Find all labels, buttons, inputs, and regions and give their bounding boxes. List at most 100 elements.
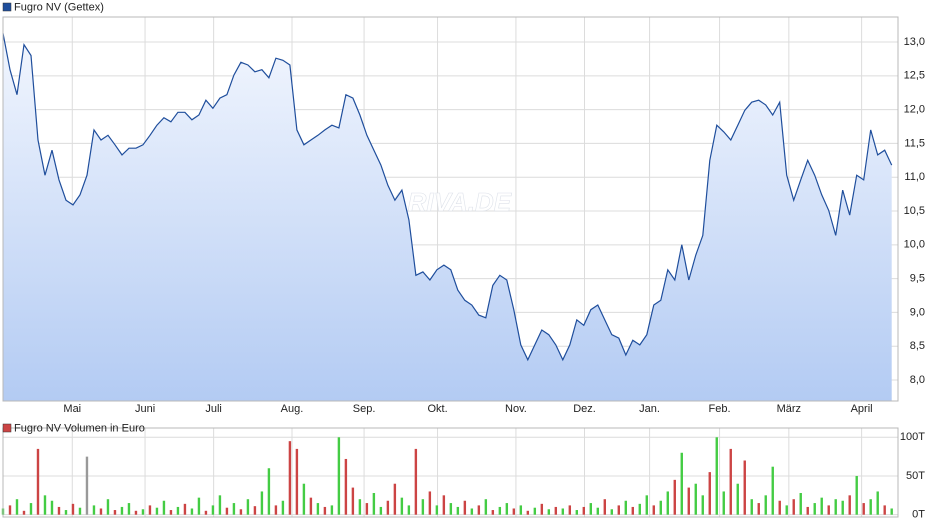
- x-tick-label: Jan.: [639, 403, 660, 415]
- volume-bar: [862, 503, 865, 515]
- volume-bar: [673, 479, 676, 515]
- volume-bar: [568, 505, 572, 515]
- volume-bar: [638, 503, 641, 515]
- x-tick-label: März: [777, 403, 801, 415]
- x-tick-label: Mai: [63, 403, 81, 415]
- volume-bar: [589, 503, 593, 515]
- volume-bar: [197, 497, 201, 515]
- volume-bar: [792, 499, 795, 515]
- volume-bar: [561, 508, 565, 515]
- volume-bar: [36, 448, 40, 515]
- y-tick-label: 50T: [906, 470, 925, 482]
- volume-bar: [806, 506, 809, 515]
- price-chart: ARIVA.DE 8,0 8,5 9,0 9,5 10,0 10,5 11,0 11,5 12,0…: [2, 1, 925, 415]
- volume-bar: [106, 499, 110, 515]
- y-tick-label: 8,5: [910, 340, 925, 352]
- y-tick-label: 13,0: [904, 36, 925, 48]
- volume-bar: [379, 506, 383, 515]
- y-tick-label: 12,5: [904, 70, 925, 82]
- volume-bar: [456, 506, 460, 515]
- x-tick-label: Juli: [205, 403, 222, 415]
- volume-bar: [407, 505, 411, 515]
- volume-bar: [526, 510, 530, 515]
- volume-bar: [393, 483, 397, 515]
- volume-bar: [127, 503, 131, 515]
- y-tick-label: 0T: [912, 509, 925, 521]
- volume-bar: [554, 506, 558, 515]
- x-tick-label: Juni: [135, 403, 155, 415]
- volume-bar: [883, 505, 886, 515]
- x-tick-label: Aug.: [281, 403, 304, 415]
- volume-bar: [113, 510, 117, 515]
- volume-bar: [575, 510, 579, 515]
- volume-bar: [477, 505, 481, 515]
- volume-bar: [463, 500, 467, 515]
- volume-bar: [253, 506, 257, 515]
- volume-bar: [246, 499, 250, 515]
- volume-chart: 0T 50T 100T Fugro NV Volumen in Euro: [1, 422, 925, 521]
- watermark: ARIVA.DE: [388, 187, 512, 217]
- volume-bar: [442, 495, 446, 515]
- volume-bar: [337, 437, 341, 515]
- volume-bar: [624, 500, 627, 515]
- volume-bar: [92, 505, 96, 515]
- volume-bar: [316, 503, 320, 515]
- volume-bar: [449, 503, 453, 515]
- volume-bar: [701, 495, 704, 515]
- volume-bar: [498, 506, 502, 515]
- volume-bar: [274, 505, 278, 515]
- volume-bar: [78, 507, 82, 515]
- volume-bar: [617, 505, 620, 515]
- volume-bar: [64, 510, 68, 515]
- volume-bar: [267, 468, 271, 515]
- volume-bar: [162, 500, 166, 515]
- volume-bar: [547, 509, 551, 515]
- volume-bar: [757, 503, 760, 515]
- x-tick-label: Nov.: [505, 403, 527, 415]
- volume-bar: [470, 508, 474, 515]
- volume-bar: [519, 505, 523, 515]
- volume-bar: [50, 500, 54, 515]
- volume-bar: [15, 499, 19, 515]
- volume-bar: [148, 505, 152, 515]
- volume-bar: [645, 495, 648, 515]
- volume-bar: [582, 506, 586, 515]
- volume-bar: [400, 497, 404, 515]
- volume-bar: [183, 503, 187, 515]
- plot-frame: [2, 16, 899, 402]
- plot-frame: [2, 427, 899, 518]
- volume-bar: [43, 495, 47, 515]
- volume-bar: [134, 510, 138, 515]
- volume-bar: [484, 499, 488, 515]
- volume-bar: [365, 503, 369, 515]
- y-tick-label: 8,0: [910, 374, 925, 386]
- volume-bar: [834, 499, 837, 515]
- volume-bar: [421, 499, 425, 515]
- volume-bar: [428, 491, 432, 515]
- volume-bar: [309, 497, 313, 515]
- volume-bar: [827, 505, 830, 515]
- volume-bar: [141, 509, 145, 515]
- volume-bar: [540, 503, 544, 515]
- volume-bar: [218, 495, 222, 515]
- x-tick-label: Okt.: [427, 403, 447, 415]
- volume-bar: [386, 500, 390, 515]
- y-tick-label: 100T: [900, 431, 925, 443]
- volume-bar: [680, 452, 683, 515]
- volume-bar: [631, 506, 634, 515]
- x-tick-label: Dez.: [573, 403, 596, 415]
- volume-bar: [533, 507, 537, 515]
- volume-bar: [281, 500, 285, 515]
- price-line: [2, 33, 893, 362]
- volume-bar: [876, 491, 879, 515]
- area: [3, 33, 892, 401]
- volume-bar: [799, 493, 802, 515]
- volume-bar: [750, 499, 753, 515]
- volume-bar: [687, 487, 690, 515]
- volume-bar: [211, 505, 215, 515]
- y-tick-label: 11,0: [904, 171, 925, 183]
- volume-bar: [869, 499, 872, 515]
- y-tick-label: 12,0: [904, 104, 925, 116]
- y-tick-label: 9,5: [910, 273, 925, 285]
- volume-bar: [260, 491, 264, 515]
